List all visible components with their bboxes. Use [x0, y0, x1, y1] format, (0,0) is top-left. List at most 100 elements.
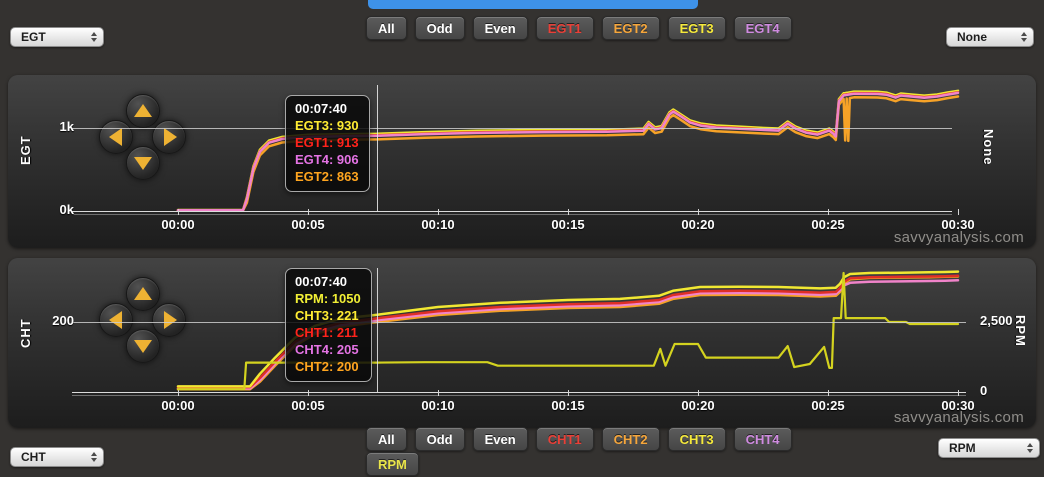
egt-tooltip: 00:07:40 EGT3: 930 EGT1: 913 EGT4: 906 EGT2…: [285, 95, 370, 192]
watermark: savvyanalysis.com: [893, 409, 1024, 426]
cht-filter-button-row: All Odd Even CHT1 CHT2 CHT3 CHT4: [366, 427, 792, 451]
crosshair-line: [377, 85, 379, 211]
select-stepper-icon: [1021, 32, 1027, 42]
select-stepper-icon: [91, 452, 97, 462]
tooltip-row-CHT4: CHT4: 205: [295, 342, 359, 357]
y-tick-label: 1k: [59, 119, 74, 134]
x-tick-mark: [438, 209, 439, 215]
tooltip-time: 00:07:40: [295, 101, 348, 116]
x-tick-label: 00:10: [421, 398, 455, 413]
x-axis-line: [72, 211, 952, 212]
filter-cht2-button[interactable]: CHT2: [601, 427, 660, 451]
arrow-up-icon: [134, 104, 152, 117]
cht-axis-title: CHT: [18, 318, 33, 349]
y-gridline: [72, 322, 966, 323]
bottom-right-overlay-select[interactable]: RPM: [938, 438, 1040, 458]
watermark: savvyanalysis.com: [893, 229, 1024, 246]
cht-right-axis-title: RPM: [1013, 314, 1028, 347]
x-tick-mark: [828, 209, 829, 215]
x-tick-label: 00:30: [941, 398, 975, 413]
pan-up-button[interactable]: [126, 277, 160, 311]
cht-series-select-value: CHT: [21, 450, 46, 464]
tooltip-row-EGT3: EGT3: 930: [295, 118, 359, 133]
pan-right-button[interactable]: [152, 120, 186, 154]
pan-right-button[interactable]: [152, 303, 186, 337]
top-right-overlay-select-value: None: [957, 30, 987, 44]
egt-filter-button-row: All Odd Even EGT1 EGT2 EGT3 EGT4: [366, 16, 792, 40]
filter-all-button[interactable]: All: [366, 16, 407, 40]
filter-cht3-button[interactable]: CHT3: [667, 427, 726, 451]
x-axis-line-shadow: [72, 214, 952, 215]
cht-tooltip: 00:07:40 RPM: 1050 CHT3: 221 CHT1: 211 CHT4…: [285, 268, 372, 382]
x-tick-mark: [568, 209, 569, 215]
right-y-tick-label: 2,500: [980, 313, 1013, 328]
egt-series-select[interactable]: EGT: [10, 27, 104, 47]
crosshair-line: [377, 268, 379, 392]
filter-cht4-button[interactable]: CHT4: [733, 427, 792, 451]
arrow-left-icon: [109, 311, 122, 329]
filter-even-button[interactable]: Even: [472, 16, 528, 40]
egt-chart-pan-pad: [99, 94, 187, 181]
filter-cht1-button[interactable]: CHT1: [535, 427, 594, 451]
x-tick-label: 00:25: [811, 217, 845, 232]
filter-egt4-button[interactable]: EGT4: [733, 16, 792, 40]
filter-all-button[interactable]: All: [366, 427, 407, 451]
pan-left-button[interactable]: [99, 303, 133, 337]
arrow-up-icon: [134, 287, 152, 300]
pan-left-button[interactable]: [99, 120, 133, 154]
x-tick-label: 00:00: [161, 217, 195, 232]
x-tick-mark: [568, 390, 569, 396]
tooltip-row-CHT2: CHT2: 200: [295, 359, 359, 374]
arrow-right-icon: [164, 311, 177, 329]
x-axis-line-shadow: [72, 395, 966, 396]
tooltip-row-CHT3: CHT3: 221: [295, 308, 359, 323]
tooltip-row-EGT4: EGT4: 906: [295, 152, 359, 167]
filter-odd-button[interactable]: Odd: [414, 427, 465, 451]
pan-down-button[interactable]: [126, 329, 160, 363]
top-blue-bar[interactable]: [368, 0, 698, 9]
x-tick-label: 00:25: [811, 398, 845, 413]
tooltip-row-CHT1: CHT1: 211: [295, 325, 358, 340]
egt-chart-panel: EGT None savvyanalysis.com 00:00 00:05 00:…: [8, 75, 1036, 248]
select-stepper-icon: [91, 32, 97, 42]
top-right-overlay-select[interactable]: None: [946, 27, 1034, 47]
egt-right-axis-title: None: [981, 129, 996, 166]
egt-series-select-value: EGT: [21, 30, 46, 44]
x-tick-mark: [438, 390, 439, 396]
filter-rpm-button[interactable]: RPM: [366, 452, 419, 476]
x-tick-mark: [698, 209, 699, 215]
bottom-right-overlay-select-value: RPM: [949, 441, 976, 455]
x-tick-label: 00:15: [551, 398, 585, 413]
x-axis-line: [72, 392, 966, 393]
x-tick-mark: [308, 209, 309, 215]
right-y-tick-label: 0: [980, 383, 988, 398]
cht-chart-panel: CHT RPM savvyanalysis.com 00:00 00:05 00:1…: [8, 258, 1036, 428]
select-stepper-icon: [1027, 443, 1033, 453]
x-tick-label: 00:30: [941, 217, 975, 232]
pan-up-button[interactable]: [126, 94, 160, 128]
filter-egt3-button[interactable]: EGT3: [667, 16, 726, 40]
y-tick-label: 200: [52, 313, 74, 328]
x-tick-label: 00:20: [681, 398, 715, 413]
filter-odd-button[interactable]: Odd: [414, 16, 465, 40]
egt-axis-title: EGT: [18, 135, 33, 166]
x-tick-label: 00:05: [291, 398, 325, 413]
tooltip-time: 00:07:40: [295, 274, 348, 289]
x-tick-mark: [958, 209, 959, 215]
x-tick-mark: [178, 390, 179, 396]
x-tick-mark: [828, 390, 829, 396]
x-tick-mark: [178, 209, 179, 215]
tooltip-row-EGT1: EGT1: 913: [295, 135, 359, 150]
arrow-left-icon: [109, 128, 122, 146]
y-gridline: [72, 128, 952, 129]
rpm-filter-button-row: RPM: [366, 452, 419, 476]
filter-even-button[interactable]: Even: [472, 427, 528, 451]
filter-egt2-button[interactable]: EGT2: [601, 16, 660, 40]
x-tick-mark: [308, 390, 309, 396]
cht-series-select[interactable]: CHT: [10, 447, 104, 467]
pan-down-button[interactable]: [126, 146, 160, 180]
arrow-down-icon: [134, 340, 152, 353]
filter-egt1-button[interactable]: EGT1: [535, 16, 594, 40]
x-tick-label: 00:10: [421, 217, 455, 232]
